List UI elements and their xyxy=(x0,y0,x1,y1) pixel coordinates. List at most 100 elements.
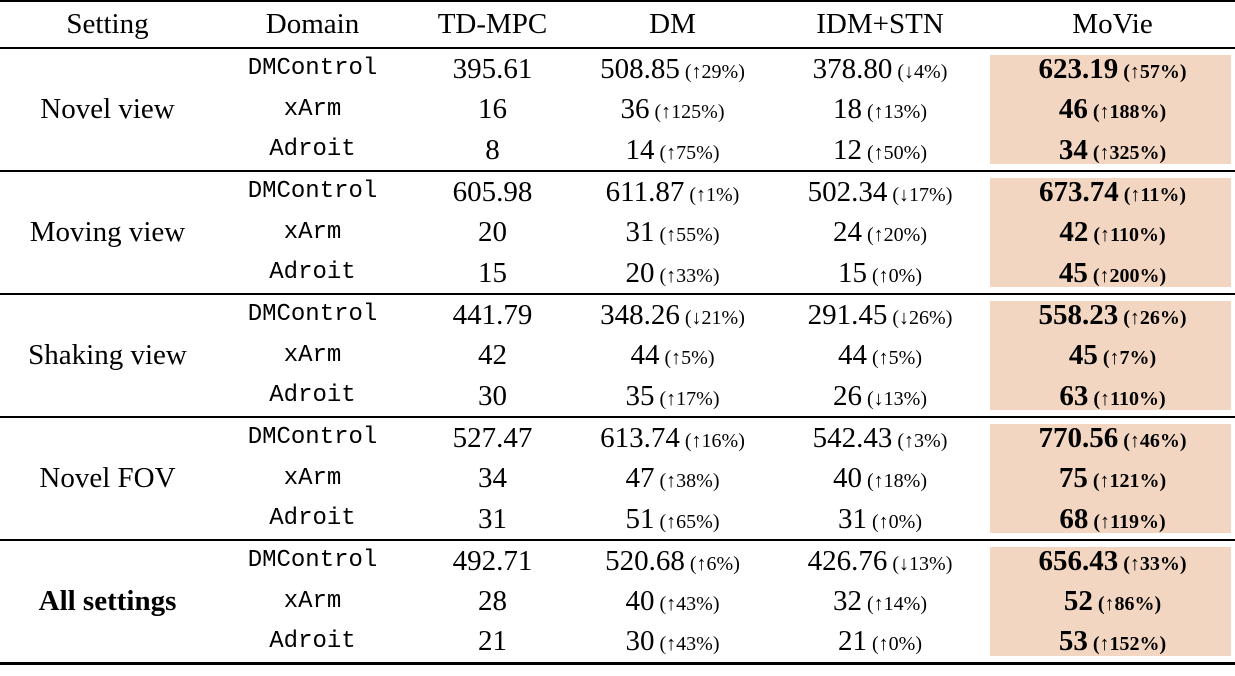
delta-percent: (↑5%) xyxy=(867,347,922,369)
table-row: Shaking view DMControl 441.79 348.26 (↓21%)… xyxy=(0,294,1235,370)
domain-cell: Adroit xyxy=(269,259,356,286)
tdmpc-value-cell: 30 xyxy=(410,376,575,417)
movie-value-cell: 42 (↑110%) xyxy=(990,212,1235,253)
delta-percent: (↑110%) xyxy=(1088,387,1166,410)
idmstn-value-cell: 40 (↑18%) xyxy=(770,458,990,499)
delta-percent: (↑0%) xyxy=(867,264,922,287)
movie-value-cell: 34 (↑325%) xyxy=(990,130,1235,171)
score-value: 47 xyxy=(625,462,655,494)
delta-percent: (↑119%) xyxy=(1088,510,1166,533)
dm-value-cell: 44 (↑5%) xyxy=(575,335,770,376)
domain-cell: xArm xyxy=(283,95,342,123)
table-row: Adroit 31 51 (↑65%) 31 (↑0%) 68 (↑119%) xyxy=(0,499,1235,540)
delta-percent: (↑5%) xyxy=(659,347,715,369)
domain-cell: DMControl xyxy=(247,547,378,574)
score-value: 42 xyxy=(478,339,507,371)
delta-percent: (↑325%) xyxy=(1087,141,1167,164)
domain-cell: DMControl xyxy=(247,178,378,205)
setting-group: Shaking view DMControl 441.79 348.26 (↓21%)… xyxy=(0,294,1235,417)
score-value: 508.85 xyxy=(600,52,680,85)
table-row: Novel view DMControl 395.61 508.85 (↑29%) 37… xyxy=(0,48,1235,124)
domain-cell: Adroit xyxy=(269,627,356,655)
delta-percent: (↑55%) xyxy=(654,224,720,246)
delta-percent: (↑17%) xyxy=(654,387,720,410)
movie-value-cell: 53 (↑152%) xyxy=(990,622,1235,663)
score-value: 46 xyxy=(1058,93,1088,125)
delta-percent: (↓26%) xyxy=(887,306,953,329)
domain-cell: Adroit xyxy=(269,136,356,163)
idmstn-value-cell: 426.76 (↓13%) xyxy=(770,540,990,581)
table-row: xArm 34 47 (↑38%) 40 (↑18%) 75 (↑121%) xyxy=(0,458,1235,499)
score-value: 15 xyxy=(838,256,867,289)
delta-percent: (↑33%) xyxy=(1118,552,1187,575)
idmstn-value-cell: 12 (↑50%) xyxy=(770,130,990,171)
table-row: Adroit 15 20 (↑33%) 15 (↑0%) 45 (↑200%) xyxy=(0,253,1235,294)
score-value: 605.98 xyxy=(452,175,533,208)
score-value: 45 xyxy=(1068,339,1098,371)
score-value: 291.45 xyxy=(807,298,888,331)
movie-value-cell: 63 (↑110%) xyxy=(990,376,1235,417)
score-value: 40 xyxy=(625,585,655,617)
movie-value-cell: 558.23 (↑26%) xyxy=(990,294,1235,335)
header-cell-movie: MoVie xyxy=(990,1,1235,49)
tdmpc-value-cell: 28 xyxy=(410,581,575,622)
setting-group: Novel FOV DMControl 527.47 613.74 (↑16%) 542… xyxy=(0,417,1235,540)
tdmpc-value-cell: 31 xyxy=(410,499,575,540)
delta-percent: (↑26%) xyxy=(1118,306,1187,329)
score-value: 770.56 xyxy=(1038,421,1119,454)
score-value: 348.26 xyxy=(600,298,680,331)
dm-value-cell: 508.85 (↑29%) xyxy=(575,48,770,89)
delta-percent: (↑3%) xyxy=(892,429,948,452)
score-value: 34 xyxy=(1058,133,1088,166)
score-value: 611.87 xyxy=(605,175,685,208)
score-value: 63 xyxy=(1059,379,1089,412)
table-row: Novel FOV DMControl 527.47 613.74 (↑16%) 542… xyxy=(0,417,1235,493)
domain-cell: Adroit xyxy=(269,505,356,532)
delta-percent: (↑75%) xyxy=(654,141,720,164)
idmstn-value-cell: 24 (↑20%) xyxy=(770,212,990,253)
tdmpc-value-cell: 15 xyxy=(410,253,575,294)
table-row: xArm 28 40 (↑43%) 32 (↑14%) 52 (↑86%) xyxy=(0,581,1235,622)
score-value: 21 xyxy=(838,625,867,658)
delta-percent: (↑6%) xyxy=(684,552,740,575)
score-value: 24 xyxy=(833,216,862,248)
domain-cell: Adroit xyxy=(269,382,356,409)
score-value: 426.76 xyxy=(807,544,888,577)
delta-percent: (↑16%) xyxy=(679,429,745,452)
score-value: 673.74 xyxy=(1039,175,1119,208)
table-row: Adroit 30 35 (↑17%) 26 (↓13%) 63 (↑110%) xyxy=(0,376,1235,417)
score-value: 395.61 xyxy=(452,52,533,85)
score-value: 15 xyxy=(478,256,507,289)
dm-value-cell: 611.87 (↑1%) xyxy=(575,171,770,212)
header-row: Setting Domain TD-MPC DM IDM+STN MoVie xyxy=(0,1,1235,49)
movie-value-cell: 52 (↑86%) xyxy=(990,581,1235,622)
delta-percent: (↓21%) xyxy=(679,306,745,329)
setting-cell: Shaking view xyxy=(28,339,187,371)
tdmpc-value-cell: 42 xyxy=(410,335,575,376)
tdmpc-value-cell: 34 xyxy=(410,458,575,499)
setting-cell: Moving view xyxy=(29,216,186,248)
table-header: Setting Domain TD-MPC DM IDM+STN MoVie xyxy=(0,1,1235,49)
domain-cell: xArm xyxy=(283,587,342,615)
dm-value-cell: 20 (↑33%) xyxy=(575,253,770,294)
delta-percent: (↑110%) xyxy=(1088,224,1166,246)
tdmpc-value-cell: 21 xyxy=(410,622,575,663)
score-value: 36 xyxy=(620,93,650,125)
domain-cell: xArm xyxy=(283,218,342,246)
delta-percent: (↑38%) xyxy=(654,470,720,492)
tdmpc-value-cell: 492.71 xyxy=(410,540,575,581)
score-value: 52 xyxy=(1063,585,1093,617)
dm-value-cell: 47 (↑38%) xyxy=(575,458,770,499)
score-value: 12 xyxy=(833,133,862,166)
score-value: 42 xyxy=(1059,216,1089,248)
delta-percent: (↑65%) xyxy=(654,510,720,533)
idmstn-value-cell: 542.43 (↑3%) xyxy=(770,417,990,458)
table-row: xArm 42 44 (↑5%) 44 (↑5%) 45 (↑7%) xyxy=(0,335,1235,376)
delta-percent: (↑188%) xyxy=(1087,101,1167,123)
score-value: 520.68 xyxy=(605,544,685,577)
score-value: 441.79 xyxy=(452,298,533,331)
score-value: 44 xyxy=(630,339,660,371)
setting-cell: Novel view xyxy=(40,93,175,125)
idmstn-value-cell: 44 (↑5%) xyxy=(770,335,990,376)
